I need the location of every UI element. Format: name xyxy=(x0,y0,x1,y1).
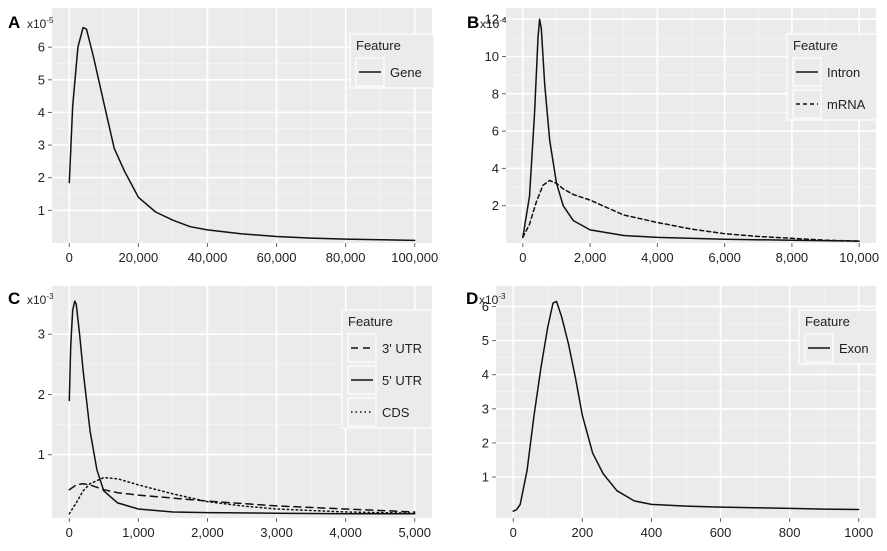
x-tick-label: 4,000 xyxy=(641,250,674,265)
y-exponent-label: x10-3 xyxy=(479,292,506,307)
legend-title: Feature xyxy=(348,314,393,329)
x-tick-label: 100,000 xyxy=(391,250,438,265)
panel-letter: C xyxy=(8,289,20,308)
y-tick-label: 6 xyxy=(482,299,489,314)
series-group xyxy=(68,300,416,515)
x-tick-label: 3,000 xyxy=(260,525,293,540)
y-tick-label: 3 xyxy=(482,401,489,416)
y-tick-label: 2 xyxy=(38,170,45,185)
y-tick-label: 6 xyxy=(38,40,45,55)
x-tick-label: 2,000 xyxy=(191,525,224,540)
x-tick-label: 20,000 xyxy=(118,250,158,265)
x-tick-label: 400 xyxy=(641,525,663,540)
panel-b: 0 2,000 4,000 6,000 8,000 10,000 2 4 6 8 10 12 B x10-… xyxy=(467,8,879,265)
x-tick-label: 40,000 xyxy=(188,250,228,265)
legend: Feature 3' UTR 5' UTR CDS xyxy=(341,309,433,429)
legend-entry-label: 5' UTR xyxy=(382,373,422,388)
panel-c: 0 1,000 2,000 3,000 4,000 5,000 1 2 3 C x10-3 Featu… xyxy=(8,286,433,540)
legend: Feature Exon xyxy=(798,309,878,365)
x-tick-label: 200 xyxy=(572,525,594,540)
y-tick-label: 10 xyxy=(485,49,499,64)
series-line-5-utr xyxy=(68,300,416,515)
x-tick-label: 6,000 xyxy=(708,250,741,265)
x-tick-label: 10,000 xyxy=(839,250,879,265)
x-tick-label: 800 xyxy=(779,525,801,540)
legend-title: Feature xyxy=(356,38,401,53)
legend-entry-label: Intron xyxy=(827,65,860,80)
legend-title: Feature xyxy=(805,314,850,329)
x-tick-label: 600 xyxy=(710,525,732,540)
legend-entry-label: Exon xyxy=(839,341,869,356)
panel-letter: D xyxy=(466,289,478,308)
x-tick-label: 2,000 xyxy=(574,250,607,265)
series-line-exon xyxy=(512,300,860,512)
legend-key-box xyxy=(347,397,377,427)
legend-entry-label: mRNA xyxy=(827,97,866,112)
y-tick-label: 5 xyxy=(482,333,489,348)
panel-letter: B xyxy=(467,13,479,32)
y-tick-label: 1 xyxy=(38,203,45,218)
x-tick-label: 0 xyxy=(519,250,526,265)
major-gridlines xyxy=(52,8,432,243)
legend-entry-label: Gene xyxy=(390,65,422,80)
y-tick-label: 4 xyxy=(38,105,45,120)
legend-title: Feature xyxy=(793,38,838,53)
series-line-mrna xyxy=(522,179,860,242)
x-tick-label: 5,000 xyxy=(398,525,431,540)
series-group xyxy=(68,26,416,242)
x-tick-label: 8,000 xyxy=(776,250,809,265)
major-gridlines xyxy=(496,286,876,518)
y-tick-label: 2 xyxy=(492,198,499,213)
x-tick-label: 1,000 xyxy=(122,525,155,540)
legend-entry-label: 3' UTR xyxy=(382,341,422,356)
y-tick-label: 2 xyxy=(482,435,489,450)
y-tick-label: 3 xyxy=(38,327,45,342)
legend-entry-label: CDS xyxy=(382,405,410,420)
y-exponent-label: x10-5 xyxy=(27,16,54,31)
y-tick-label: 5 xyxy=(38,72,45,87)
series-line-cds xyxy=(68,476,416,515)
x-tick-label: 0 xyxy=(66,250,73,265)
series-line-gene xyxy=(68,26,416,242)
x-tick-label: 0 xyxy=(510,525,517,540)
series-group xyxy=(512,300,860,512)
y-exponent-label: x10-3 xyxy=(27,292,54,307)
y-exponent-label: x10-4 xyxy=(480,16,507,31)
legend: Feature Intron mRNA xyxy=(786,33,878,121)
y-tick-label: 1 xyxy=(482,470,489,485)
panel-a: 0 20,000 40,000 60,000 80,000 100,000 1 2 3 4 5 6 A x… xyxy=(8,8,438,265)
x-tick-label: 4,000 xyxy=(329,525,362,540)
series-line-3-utr xyxy=(68,482,416,513)
panel-letter: A xyxy=(8,13,20,32)
panel-d: 0 200 400 600 800 1000 1 2 3 4 5 6D x10-3 Feature Exon xyxy=(466,286,878,540)
y-tick-label: 3 xyxy=(38,138,45,153)
legend: Feature Gene xyxy=(349,33,435,89)
y-tick-label: 4 xyxy=(482,367,489,382)
y-tick-label: 8 xyxy=(492,86,499,101)
y-tick-label: 2 xyxy=(38,387,45,402)
x-tick-label: 60,000 xyxy=(257,250,297,265)
y-tick-label: 4 xyxy=(492,161,499,176)
y-tick-label: 12 xyxy=(485,12,499,27)
x-tick-label: 1000 xyxy=(844,525,873,540)
y-tick-label: 1 xyxy=(38,447,45,462)
x-tick-label: 0 xyxy=(66,525,73,540)
x-tick-label: 80,000 xyxy=(326,250,366,265)
minor-gridlines xyxy=(496,286,876,518)
y-tick-label: 6 xyxy=(492,124,499,139)
series-group xyxy=(522,18,860,242)
